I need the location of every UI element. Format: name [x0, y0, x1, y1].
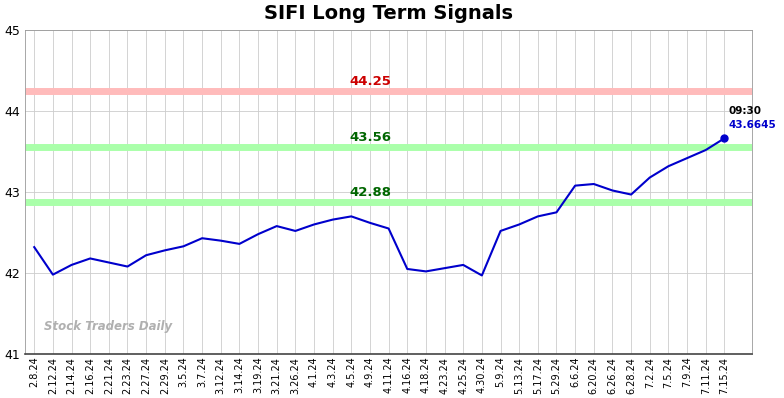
Title: SIFI Long Term Signals: SIFI Long Term Signals: [264, 4, 513, 23]
Text: 43.6645: 43.6645: [728, 120, 776, 130]
Text: 42.88: 42.88: [349, 186, 391, 199]
Text: 09:30: 09:30: [728, 106, 761, 116]
Text: 44.25: 44.25: [349, 75, 391, 88]
Text: Stock Traders Daily: Stock Traders Daily: [44, 320, 172, 333]
Text: 43.56: 43.56: [349, 131, 391, 144]
